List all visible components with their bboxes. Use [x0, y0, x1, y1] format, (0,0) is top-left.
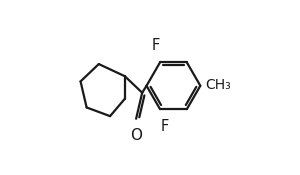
Text: O: O — [130, 128, 142, 143]
Text: F: F — [152, 38, 160, 53]
Text: F: F — [160, 119, 168, 134]
Text: CH₃: CH₃ — [206, 78, 231, 92]
